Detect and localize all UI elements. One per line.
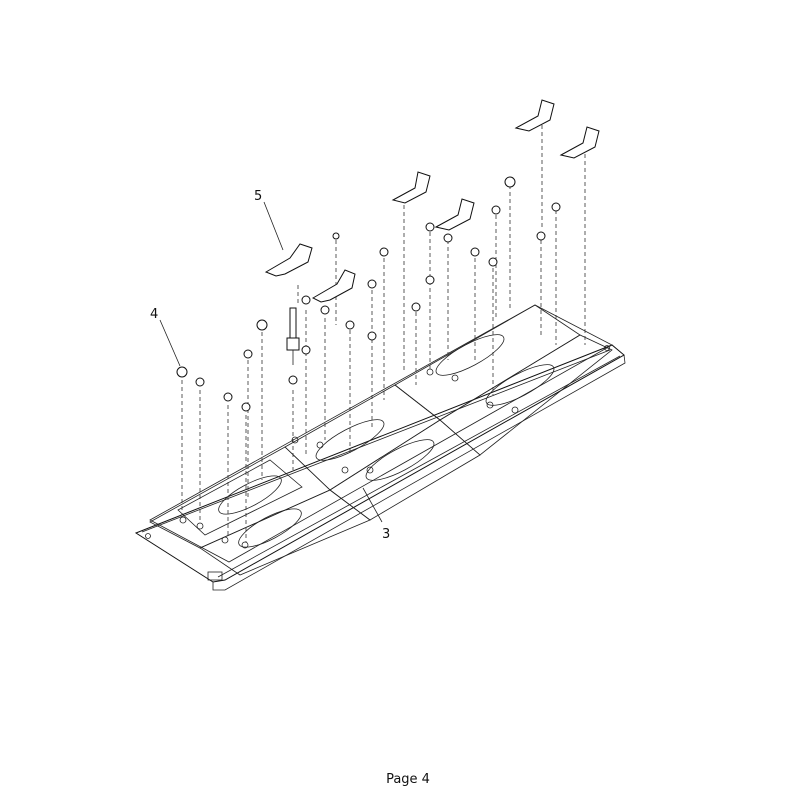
callout-label-5: 5	[254, 189, 262, 204]
callout-3: 3	[362, 487, 390, 542]
callout-5: 5	[254, 189, 284, 251]
screw-fasteners	[176, 176, 561, 412]
page-number: Page 4	[386, 772, 430, 787]
callout-4: 4	[150, 307, 181, 367]
base-plate	[134, 304, 626, 591]
exploded-parts-diagram: 4 5 3	[134, 99, 626, 591]
callout-label-4: 4	[150, 307, 158, 322]
bracket-clips	[264, 99, 600, 303]
guide-pin	[286, 307, 300, 365]
assembly-lines	[181, 125, 586, 542]
tile-plates	[149, 304, 613, 576]
callout-label-3: 3	[382, 527, 390, 542]
